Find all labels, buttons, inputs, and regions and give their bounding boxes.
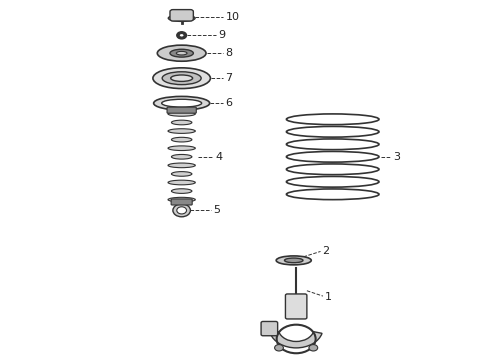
Circle shape [179, 33, 184, 37]
Text: 1: 1 [324, 292, 331, 302]
Ellipse shape [168, 180, 196, 185]
Text: 7: 7 [225, 73, 233, 83]
FancyBboxPatch shape [167, 107, 196, 113]
Ellipse shape [172, 189, 192, 193]
Text: 10: 10 [225, 12, 240, 22]
Ellipse shape [162, 99, 202, 107]
Text: 6: 6 [225, 98, 233, 108]
Text: 4: 4 [216, 152, 223, 162]
Text: 5: 5 [213, 205, 220, 215]
Ellipse shape [162, 72, 201, 85]
Ellipse shape [176, 51, 187, 55]
Circle shape [177, 32, 187, 39]
Ellipse shape [285, 258, 303, 263]
Ellipse shape [153, 68, 210, 89]
Circle shape [274, 345, 283, 351]
Text: 8: 8 [225, 48, 233, 58]
Wedge shape [270, 332, 322, 348]
FancyBboxPatch shape [170, 10, 194, 21]
Text: 3: 3 [393, 152, 401, 162]
Circle shape [173, 204, 191, 217]
Ellipse shape [170, 49, 194, 57]
FancyBboxPatch shape [171, 199, 192, 205]
Ellipse shape [172, 154, 192, 159]
Ellipse shape [157, 45, 206, 61]
Ellipse shape [171, 75, 193, 81]
Ellipse shape [172, 120, 192, 125]
Circle shape [177, 207, 187, 214]
Ellipse shape [276, 256, 311, 265]
FancyBboxPatch shape [261, 321, 278, 336]
Ellipse shape [168, 146, 196, 150]
Ellipse shape [168, 129, 196, 134]
Circle shape [309, 345, 318, 351]
Ellipse shape [154, 96, 210, 110]
Text: 2: 2 [322, 246, 329, 256]
Ellipse shape [172, 137, 192, 142]
Ellipse shape [168, 197, 196, 202]
Ellipse shape [168, 163, 196, 168]
Ellipse shape [168, 112, 196, 116]
FancyBboxPatch shape [286, 294, 307, 319]
Ellipse shape [168, 15, 195, 21]
Ellipse shape [172, 172, 192, 176]
Text: 9: 9 [218, 30, 225, 40]
